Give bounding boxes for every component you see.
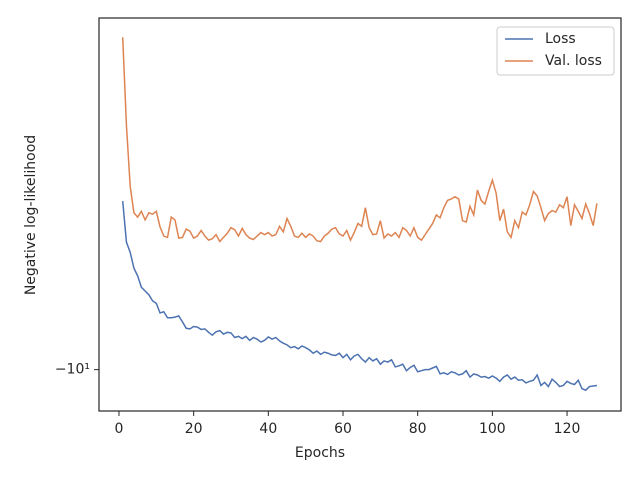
x-tick-label: 80 xyxy=(409,421,427,437)
x-tick-label: 120 xyxy=(554,421,581,437)
x-tick-label: 0 xyxy=(115,421,124,437)
legend-label: Loss xyxy=(545,31,576,47)
x-tick-label: 60 xyxy=(334,421,352,437)
line-series xyxy=(121,37,598,243)
x-tick-label: 20 xyxy=(185,421,203,437)
x-axis-label: Epochs xyxy=(295,445,345,461)
y-tick-label: −10¹ xyxy=(55,362,90,378)
line-series xyxy=(121,201,598,392)
y-axis-label: Negative log-likelihood xyxy=(23,135,39,295)
x-tick-label: 40 xyxy=(259,421,277,437)
x-tick-label: 100 xyxy=(479,421,506,437)
legend-label: Val. loss xyxy=(545,53,602,69)
plot-frame xyxy=(98,17,622,412)
